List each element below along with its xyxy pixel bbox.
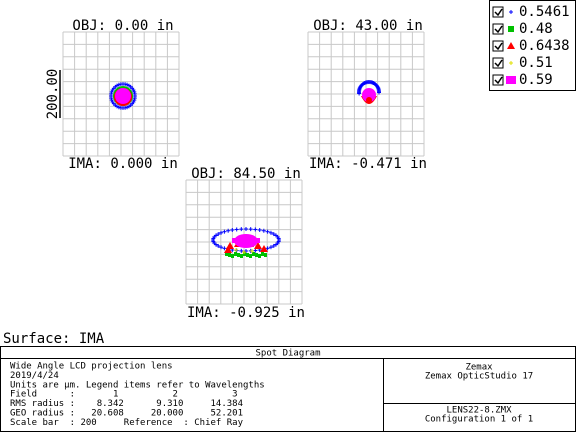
spot [260, 245, 268, 252]
ima-label: IMA: -0.925 in [187, 305, 305, 321]
spot [366, 97, 372, 103]
spot [261, 252, 264, 256]
footer-title: Spot Diagram [255, 349, 320, 359]
product: Zemax OpticStudio 17 [425, 372, 533, 382]
spot [115, 88, 131, 104]
spot [231, 254, 234, 258]
spot [237, 253, 240, 257]
spot [362, 88, 376, 102]
spot [225, 252, 228, 256]
footer-info: 2019/4/24 [10, 371, 59, 381]
legend-label: 0.6438 [519, 38, 570, 54]
legend-checkbox [492, 23, 504, 35]
spot [246, 253, 249, 257]
legend-check [494, 59, 503, 68]
legend-checkbox [492, 57, 504, 69]
spot [264, 253, 267, 257]
footer-info: GEO radius : 20.608 20.000 52.201 [10, 409, 243, 419]
legend-label: 0.5461 [519, 4, 570, 20]
legend-check [494, 25, 503, 34]
legend-check [494, 42, 503, 51]
file-name: LENS22-8.ZMX [446, 406, 512, 416]
footer-info: Units are µm. Legend items refer to Wave… [10, 380, 265, 390]
company: Zemax [465, 363, 493, 373]
footer-info: RMS radius : 8.342 9.310 14.384 [10, 399, 243, 409]
footer-info: Scale bar : 200 Reference : Chief Ray [10, 418, 244, 428]
legend-label: 0.51 [519, 55, 553, 71]
spot [252, 252, 255, 256]
legend-label: 0.48 [519, 21, 553, 37]
obj-label: OBJ: 0.00 in [72, 18, 173, 34]
spot [258, 254, 261, 258]
scale-bar-label: 200.00 [45, 69, 61, 120]
legend-marker [508, 26, 514, 32]
configuration: Configuration 1 of 1 [425, 415, 533, 425]
legend-checkbox [492, 40, 504, 52]
spot [234, 252, 237, 256]
legend-checkbox [492, 74, 504, 86]
legend-check [494, 8, 503, 17]
ima-label: IMA: 0.000 in [68, 156, 178, 172]
spot [240, 254, 243, 258]
surface-label: Surface: IMA [3, 331, 105, 347]
obj-label: OBJ: 43.00 in [313, 18, 423, 34]
legend-marker [506, 76, 516, 84]
footer-info: Wide Angle LCD projection lens [10, 362, 173, 372]
obj-label: OBJ: 84.50 in [191, 166, 301, 182]
spot [255, 253, 258, 257]
legend-marker [507, 42, 515, 49]
spot [228, 253, 231, 257]
legend-check [494, 76, 503, 85]
spot [232, 238, 260, 243]
legend-label: 0.59 [519, 72, 553, 88]
spot [224, 246, 232, 253]
footer-info: Field : 1 2 3 [10, 390, 238, 400]
spot [249, 254, 252, 258]
legend-checkbox [492, 6, 504, 18]
spot [254, 242, 262, 249]
ima-label: IMA: -0.471 in [309, 156, 427, 172]
